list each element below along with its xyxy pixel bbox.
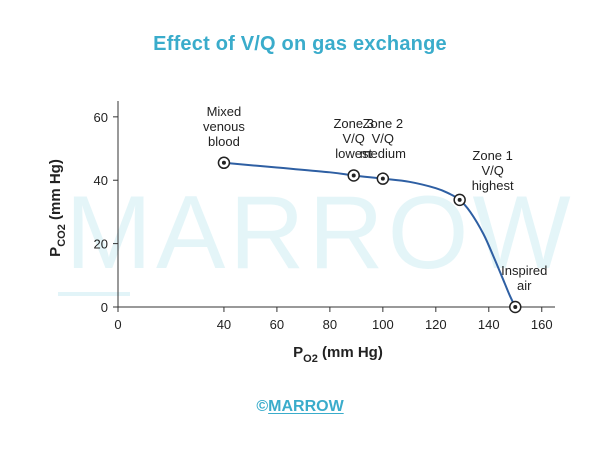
point-annotation: lowest xyxy=(335,146,372,161)
data-point-center xyxy=(513,305,518,309)
y-tick-label: 60 xyxy=(94,110,108,125)
curve-layer xyxy=(223,161,517,308)
point-annotation: air xyxy=(517,278,532,293)
point-annotation: medium xyxy=(360,146,406,161)
x-axis-label: PO2 (mm Hg) xyxy=(293,344,383,365)
point-annotation: blood xyxy=(208,134,240,149)
x-tick-label: 140 xyxy=(478,317,500,332)
footer-brand: MARROW xyxy=(268,398,344,415)
y-tick-label: 20 xyxy=(94,237,108,252)
watermark: MARROW xyxy=(65,175,574,291)
point-annotation: V/Q xyxy=(343,131,365,146)
x-tick-label: 80 xyxy=(323,317,337,332)
point-annotation: Inspired xyxy=(501,263,547,278)
y-tick-label: 40 xyxy=(94,173,108,188)
x-tick-label: 60 xyxy=(270,317,284,332)
x-tick-label: 0 xyxy=(114,317,121,332)
point-annotation: Mixed xyxy=(207,104,242,119)
data-point-center xyxy=(221,160,226,165)
x-tick-label: 120 xyxy=(425,317,447,332)
data-point-center xyxy=(380,176,385,181)
copyright-symbol: © xyxy=(256,398,269,415)
point-annotation: venous xyxy=(203,119,245,134)
chart-title: Effect of V/Q on gas exchange xyxy=(153,33,447,55)
x-tick-label: 160 xyxy=(531,317,553,332)
vq-curve xyxy=(223,161,517,308)
copyright-footer: ©MARROW xyxy=(0,398,600,416)
point-annotation: V/Q xyxy=(481,163,503,178)
y-axis-label: PCO2 (mm Hg) xyxy=(47,159,68,257)
y-tick-label: 0 xyxy=(101,300,108,315)
data-point-center xyxy=(351,173,356,178)
points-layer xyxy=(217,156,522,314)
x-tick-label: 100 xyxy=(372,317,394,332)
point-annotation: Zone 1 xyxy=(472,148,512,163)
point-annotation: Zone 3 xyxy=(333,116,373,131)
x-tick-label: 40 xyxy=(217,317,231,332)
point-annotation: Zone 2 xyxy=(363,116,403,131)
point-annotation: V/Q xyxy=(372,131,394,146)
axes: 0 40 60 80 100 120 140 160 0 20 40 60 xyxy=(94,101,555,332)
data-point-center xyxy=(457,197,462,202)
point-annotation: highest xyxy=(472,178,514,193)
